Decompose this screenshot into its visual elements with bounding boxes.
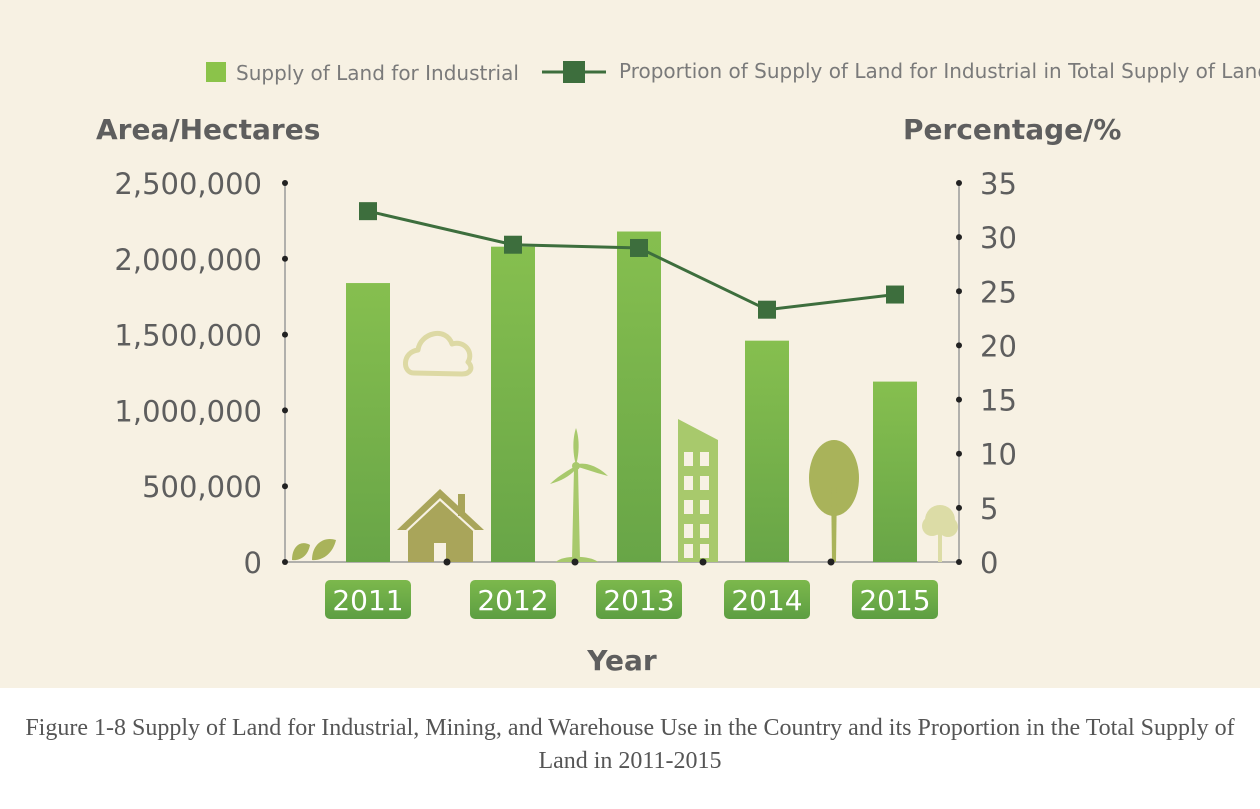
chart-svg: Supply of Land for Industrial Proportion… bbox=[96, 59, 1260, 677]
right-tick-dot bbox=[956, 396, 962, 403]
left-tick-dot bbox=[282, 559, 288, 565]
tree-icon bbox=[809, 440, 859, 562]
right-tick-dot bbox=[956, 234, 962, 241]
left-tick-label: 2,500,000 bbox=[114, 167, 262, 201]
left-tick-label: 1,000,000 bbox=[114, 394, 262, 428]
building-icon bbox=[678, 419, 718, 562]
line-marker-2013 bbox=[630, 238, 648, 257]
right-tick-label: 15 bbox=[980, 384, 1017, 418]
left-tick-label: 1,500,000 bbox=[114, 319, 262, 353]
year-badge-2014 bbox=[724, 580, 810, 619]
right-tick-label: 0 bbox=[980, 546, 998, 580]
left-tick-dot bbox=[282, 255, 288, 262]
legend-line-label: Proportion of Supply of Land for Industr… bbox=[619, 59, 1260, 83]
legend-line-swatch-marker bbox=[563, 61, 585, 83]
bar-series bbox=[346, 231, 917, 562]
year-label-2015: 2015 bbox=[859, 584, 930, 617]
bar-2011 bbox=[346, 283, 390, 562]
left-axis-ticks: 0 500,000 1,000,000 1,500,000 2,000,000 2,500… bbox=[114, 167, 288, 580]
left-tick-dot bbox=[282, 407, 288, 414]
figure-caption: Figure 1-8 Supply of Land for Industrial… bbox=[25, 715, 1235, 774]
wind-turbine-icon bbox=[550, 428, 608, 562]
year-label-2013: 2013 bbox=[603, 584, 674, 617]
left-tick-label: 2,000,000 bbox=[114, 243, 262, 277]
x-axis-dot bbox=[443, 558, 451, 566]
cloud-icon bbox=[403, 331, 474, 377]
right-tick-label: 10 bbox=[980, 438, 1017, 472]
year-badge-2012 bbox=[470, 580, 556, 619]
line-marker-2015 bbox=[886, 285, 904, 304]
leaf-icon bbox=[292, 538, 336, 561]
x-axis-dot bbox=[827, 558, 835, 566]
bar-2014 bbox=[745, 340, 789, 562]
left-axis-title: Area/Hectares bbox=[96, 113, 320, 146]
right-tick-dot bbox=[956, 180, 962, 186]
year-label-2012: 2012 bbox=[477, 584, 548, 617]
left-tick-label: 500,000 bbox=[142, 470, 262, 504]
right-tick-dot bbox=[956, 342, 962, 349]
legend-bar-label: Supply of Land for Industrial bbox=[236, 61, 519, 85]
left-tick-dot bbox=[282, 483, 288, 490]
right-tick-label: 25 bbox=[980, 275, 1017, 309]
right-axis-ticks: 0 5 10 15 20 25 30 35 bbox=[956, 167, 1017, 580]
left-tick-dot bbox=[282, 180, 288, 186]
x-axis-dot bbox=[699, 558, 707, 566]
right-tick-label: 20 bbox=[980, 329, 1017, 363]
line-series bbox=[359, 202, 904, 319]
right-tick-dot bbox=[956, 450, 962, 457]
bar-2015 bbox=[873, 381, 917, 562]
right-tick-dot bbox=[956, 504, 962, 511]
right-tick-label: 35 bbox=[980, 167, 1017, 201]
left-tick-dot bbox=[282, 331, 288, 338]
year-badge-2011 bbox=[325, 580, 411, 619]
bar-2012 bbox=[491, 246, 535, 562]
legend-bar-swatch bbox=[206, 62, 226, 82]
right-tick-dot bbox=[956, 559, 962, 565]
x-axis-dot bbox=[571, 558, 579, 566]
right-axis-title: Percentage/% bbox=[903, 113, 1121, 146]
small-tree-icon bbox=[922, 505, 958, 562]
year-label-2011: 2011 bbox=[332, 584, 403, 617]
bar-2013 bbox=[617, 231, 661, 562]
legend: Supply of Land for Industrial Proportion… bbox=[206, 59, 1260, 85]
x-axis-title: Year bbox=[586, 644, 657, 677]
line-marker-2012 bbox=[504, 235, 522, 254]
right-tick-label: 5 bbox=[980, 492, 998, 526]
chart-panel: Supply of Land for Industrial Proportion… bbox=[0, 0, 1260, 688]
line-marker-2011 bbox=[359, 202, 377, 221]
line-marker-2014 bbox=[758, 300, 776, 319]
right-tick-label: 30 bbox=[980, 221, 1017, 255]
right-tick-dot bbox=[956, 288, 962, 295]
year-label-2014: 2014 bbox=[731, 584, 802, 617]
x-axis-labels: 2011 2012 2013 2014 2015 bbox=[325, 580, 938, 619]
left-tick-label: 0 bbox=[244, 546, 262, 580]
year-badge-2013 bbox=[596, 580, 682, 619]
x-axis-dots bbox=[443, 558, 835, 566]
house-icon bbox=[397, 489, 484, 562]
year-badge-2015 bbox=[852, 580, 938, 619]
